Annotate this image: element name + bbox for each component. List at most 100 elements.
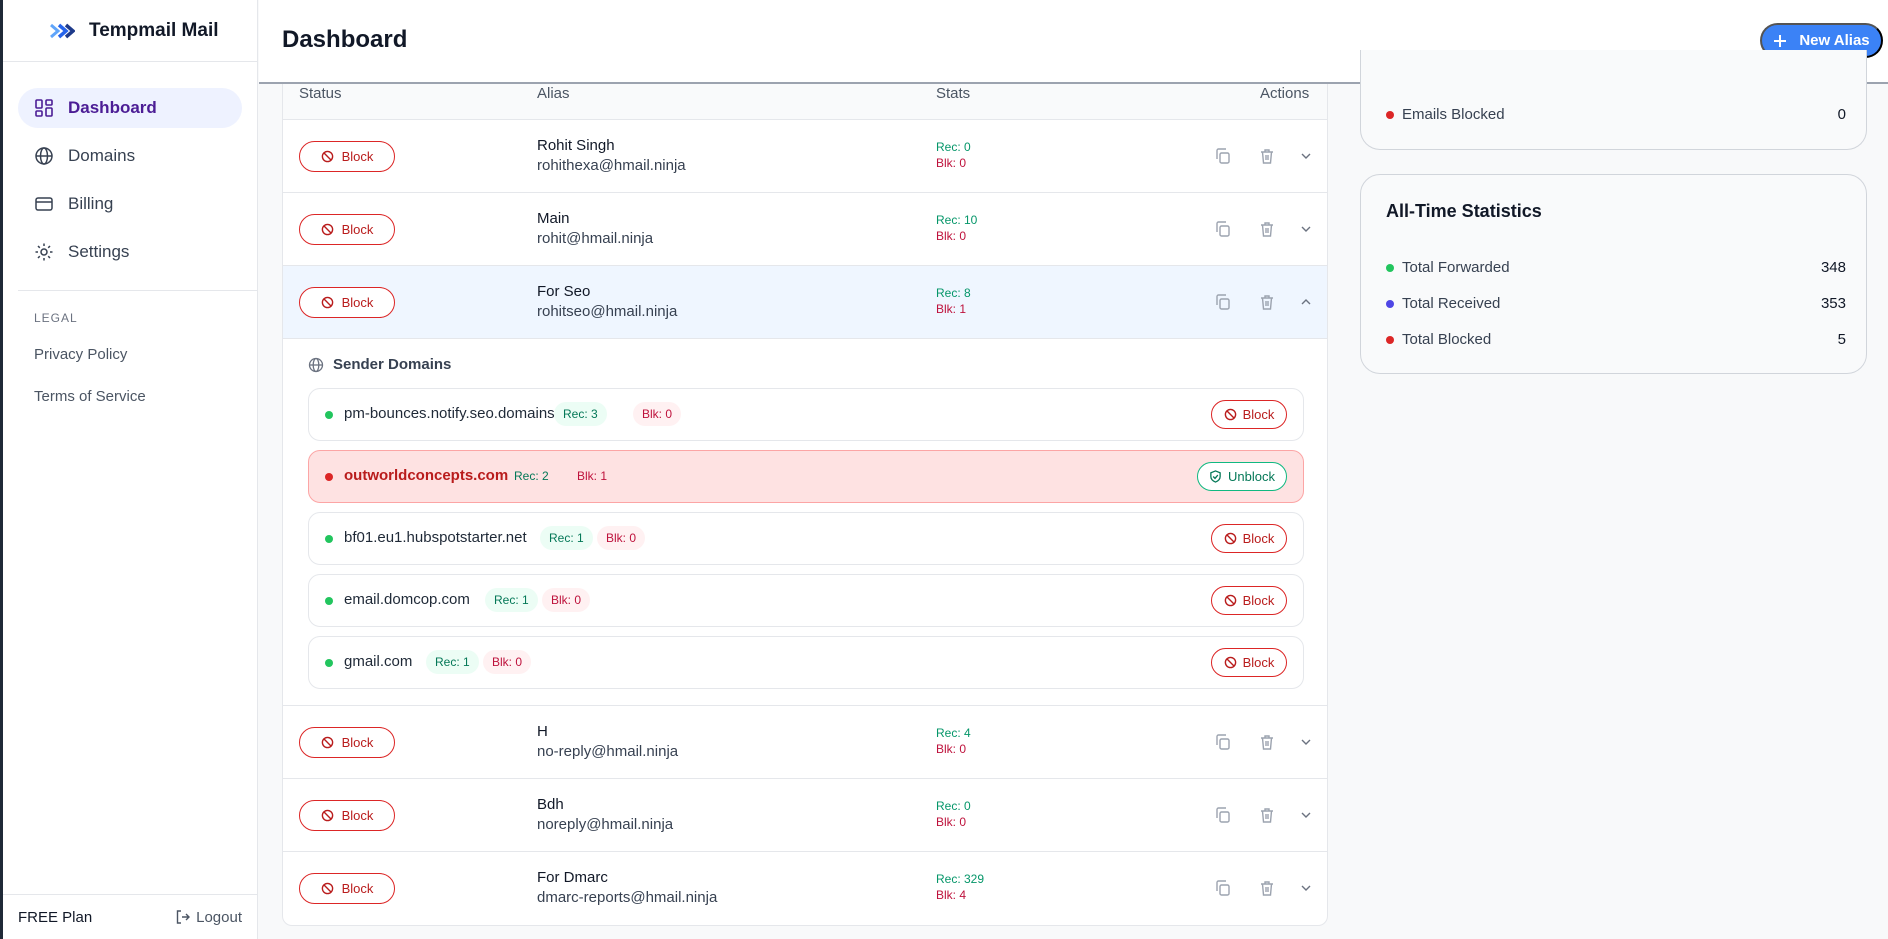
sidebar-item-label: Billing [68, 194, 114, 213]
credit-card-icon [35, 197, 53, 211]
block-label: Block [341, 149, 374, 164]
chevron-down-icon[interactable] [1297, 147, 1311, 165]
ban-icon [1224, 656, 1236, 669]
status-dot [325, 659, 333, 667]
block-button[interactable]: Block [299, 873, 395, 904]
blocked-badge: Blk: 0 [483, 650, 532, 674]
ban-icon [1224, 532, 1236, 545]
blocked-count: Blk: 0 [936, 156, 967, 170]
blocked-badge: Blk: 0 [542, 588, 591, 612]
table-row[interactable]: Block Rohit Singh rohithexa@hmail.ninja … [283, 120, 1327, 193]
table-row[interactable]: Block H no-reply@hmail.ninja Rec: 4 Blk:… [283, 706, 1327, 779]
sender-domains-panel: Sender Domains pm-bounces.notify.seo.dom… [283, 339, 1327, 706]
alias-email: rohithexa@hmail.ninja [537, 157, 686, 174]
block-button[interactable]: Block [299, 141, 395, 172]
all-time-statistics-card: All-Time Statistics Total Forwarded 348 … [1360, 174, 1867, 374]
brand-name: Tempmail Mail [89, 19, 219, 41]
blocked-badge: Blk: 1 [577, 469, 608, 483]
block-label: Block [341, 735, 374, 750]
block-button[interactable]: Block [299, 800, 395, 831]
table-row[interactable]: Block Main rohit@hmail.ninja Rec: 10 Blk… [283, 193, 1327, 266]
domain-block-button[interactable]: Block [1211, 400, 1287, 429]
alias-table: Status Alias Stats Actions Block Rohit S… [282, 84, 1328, 926]
stat-value: 0 [1837, 106, 1846, 123]
domain-name: pm-bounces.notify.seo.domains [344, 405, 555, 422]
sidebar-item-settings[interactable]: Settings [18, 232, 242, 272]
stat-value: 348 [1820, 259, 1846, 276]
terms-of-service-link[interactable]: Terms of Service [34, 388, 146, 405]
copy-icon[interactable] [1214, 806, 1232, 824]
copy-icon[interactable] [1214, 879, 1232, 897]
chevron-down-icon[interactable] [1297, 733, 1311, 751]
alias-name: Main [537, 210, 570, 227]
table-row-expanded[interactable]: Block For Seo rohitseo@hmail.ninja Rec: … [283, 266, 1327, 339]
trash-icon[interactable] [1258, 733, 1276, 751]
trash-icon[interactable] [1258, 293, 1276, 311]
alias-name: For Seo [537, 283, 591, 300]
chevron-down-icon[interactable] [1297, 220, 1311, 238]
legal-heading: LEGAL [34, 311, 78, 325]
logout-label: Logout [196, 908, 242, 926]
logo-icon [50, 23, 75, 38]
status-dot [325, 535, 333, 543]
trash-icon[interactable] [1258, 879, 1276, 897]
privacy-policy-link[interactable]: Privacy Policy [34, 346, 128, 363]
block-button[interactable]: Block [299, 214, 395, 245]
plan-label: FREE Plan [18, 908, 93, 926]
column-header-status: Status [299, 85, 342, 102]
chevron-down-icon[interactable] [1297, 879, 1311, 897]
domain-name: bf01.eu1.hubspotstarter.net [344, 529, 527, 546]
domain-block-button[interactable]: Block [1211, 586, 1287, 615]
sidebar-item-dashboard[interactable]: Dashboard [18, 88, 242, 128]
sidebar: Tempmail Mail Dashboard Domains Billing [3, 0, 258, 939]
logout-button[interactable]: Logout [175, 909, 242, 926]
stats-card: Emails Blocked 0 [1360, 50, 1867, 150]
card-title: All-Time Statistics [1386, 201, 1542, 221]
column-header-stats: Stats [936, 85, 971, 102]
blocked-count: Blk: 0 [936, 229, 967, 243]
block-label: Block [1242, 531, 1275, 546]
status-dot [325, 411, 333, 419]
received-badge: Rec: 3 [554, 402, 607, 426]
sidebar-item-domains[interactable]: Domains [18, 136, 242, 176]
copy-icon[interactable] [1214, 147, 1232, 165]
sidebar-item-billing[interactable]: Billing [18, 184, 242, 224]
trash-icon[interactable] [1258, 220, 1276, 238]
table-row[interactable]: Block Bdh noreply@hmail.ninja Rec: 0 Blk… [283, 779, 1327, 852]
chevron-up-icon[interactable] [1297, 293, 1311, 311]
block-button[interactable]: Block [299, 727, 395, 758]
main-nav: Dashboard Domains Billing Settings [3, 62, 257, 272]
stat-label: Total Received [1402, 295, 1501, 312]
copy-icon[interactable] [1214, 220, 1232, 238]
domain-unblock-button[interactable]: Unblock [1197, 462, 1287, 491]
received-count: Rec: 10 [936, 213, 978, 227]
alias-email: noreply@hmail.ninja [537, 816, 674, 833]
block-label: Block [341, 881, 374, 896]
stat-label: Total Forwarded [1402, 259, 1510, 276]
brand[interactable]: Tempmail Mail [3, 0, 257, 62]
block-label: Block [1242, 593, 1275, 608]
copy-icon[interactable] [1214, 293, 1232, 311]
column-header-actions: Actions [1260, 85, 1310, 102]
plus-icon [1774, 34, 1787, 47]
alias-email: dmarc-reports@hmail.ninja [537, 889, 718, 906]
table-row[interactable]: Block For Dmarc dmarc-reports@hmail.ninj… [283, 852, 1327, 925]
alias-name: Rohit Singh [537, 137, 615, 154]
sender-domain-row: email.domcop.com Rec: 1 Blk: 0 Block [308, 574, 1304, 627]
domain-name: email.domcop.com [344, 591, 470, 608]
gear-icon [35, 243, 53, 261]
trash-icon[interactable] [1258, 806, 1276, 824]
status-dot [1386, 336, 1394, 344]
ban-icon [321, 809, 333, 822]
status-dot [1386, 300, 1394, 308]
window-edge [0, 0, 3, 939]
trash-icon[interactable] [1258, 147, 1276, 165]
block-button[interactable]: Block [299, 287, 395, 318]
copy-icon[interactable] [1214, 733, 1232, 751]
chevron-down-icon[interactable] [1297, 806, 1311, 824]
ban-icon [321, 296, 333, 309]
domain-block-button[interactable]: Block [1211, 524, 1287, 553]
blocked-badge: Blk: 0 [597, 526, 646, 550]
sender-domains-title: Sender Domains [333, 356, 452, 373]
domain-block-button[interactable]: Block [1211, 648, 1287, 677]
